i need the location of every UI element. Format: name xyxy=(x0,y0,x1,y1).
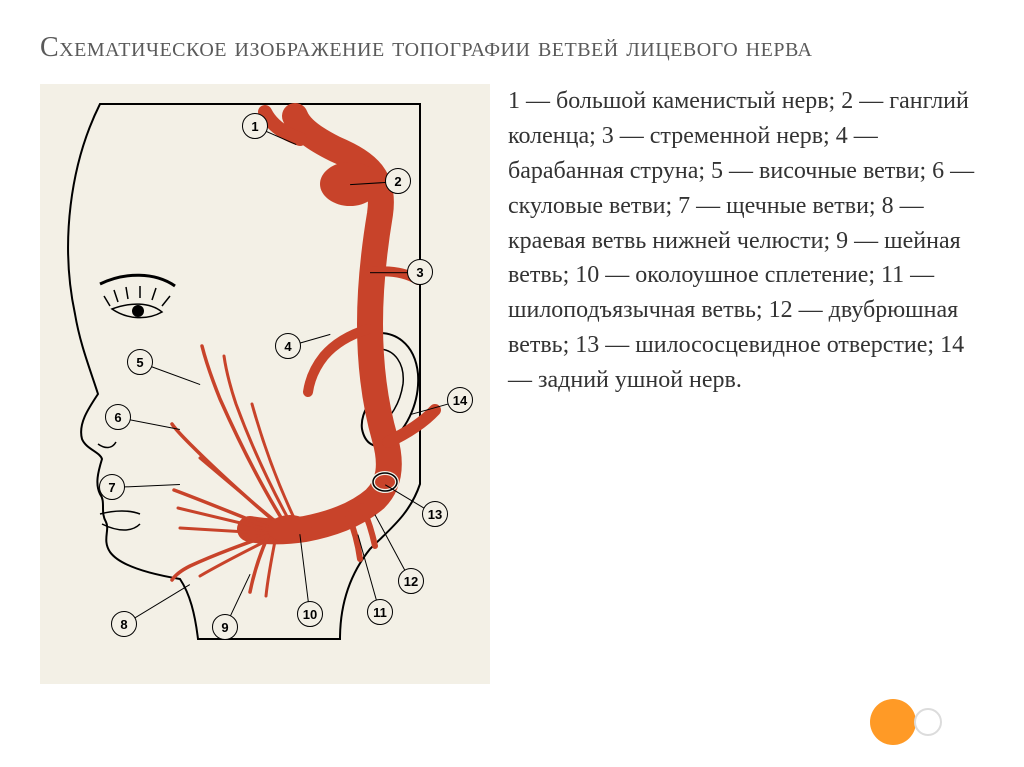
diagram: 1234567891011121314 xyxy=(40,84,490,684)
legend: 1 — большой каменистый нерв; 2 — ганглий… xyxy=(508,84,984,684)
decor-circles xyxy=(870,699,942,745)
marker-12: 12 xyxy=(398,568,424,594)
marker-2: 2 xyxy=(385,168,411,194)
slide-title: Схематическое изображение топографии вет… xyxy=(40,30,984,66)
marker-11: 11 xyxy=(367,599,393,625)
decor-big-circle xyxy=(870,699,916,745)
nerve-paths xyxy=(40,84,490,684)
decor-small-circle xyxy=(914,708,942,736)
content-row: 1234567891011121314 1 — большой каменист… xyxy=(40,84,984,684)
marker-4: 4 xyxy=(275,333,301,359)
marker-6: 6 xyxy=(105,404,131,430)
marker-7: 7 xyxy=(99,474,125,500)
marker-10: 10 xyxy=(297,601,323,627)
marker-3: 3 xyxy=(407,259,433,285)
marker-5: 5 xyxy=(127,349,153,375)
marker-13: 13 xyxy=(422,501,448,527)
marker-1: 1 xyxy=(242,113,268,139)
marker-9: 9 xyxy=(212,614,238,640)
legend-text: 1 — большой каменистый нерв; 2 — ганглий… xyxy=(508,88,974,392)
marker-14: 14 xyxy=(447,387,473,413)
marker-8: 8 xyxy=(111,611,137,637)
slide: Схематическое изображение топографии вет… xyxy=(0,0,1024,767)
